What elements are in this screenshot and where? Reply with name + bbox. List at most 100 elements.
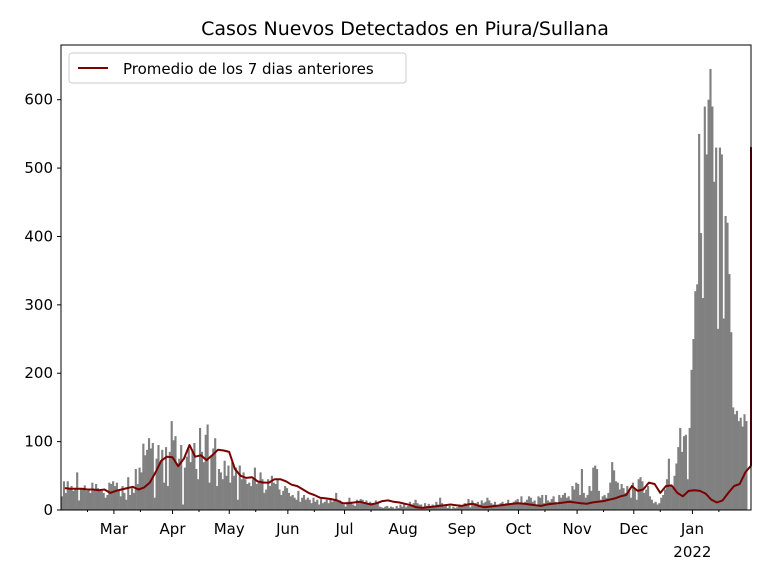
bar [675, 463, 678, 510]
bar [560, 497, 563, 510]
bar [301, 497, 304, 510]
bar [121, 486, 124, 510]
bar [527, 496, 531, 510]
bar [238, 465, 241, 510]
bar [369, 501, 372, 510]
bar [582, 492, 585, 510]
bar [684, 434, 687, 510]
bar [352, 504, 355, 510]
bar [193, 442, 196, 510]
bar [153, 497, 156, 510]
bar [208, 482, 211, 510]
bar [624, 492, 627, 510]
y-tick-label: 100 [24, 433, 53, 451]
bar [282, 490, 285, 510]
line-series [64, 146, 752, 509]
average-line [64, 146, 752, 509]
bar [319, 499, 323, 510]
bar [448, 505, 451, 510]
bar [191, 451, 194, 511]
bar [274, 484, 277, 510]
bar [565, 497, 568, 510]
bar [641, 481, 644, 510]
bar [189, 462, 192, 510]
bar [401, 506, 404, 510]
bar [340, 503, 343, 510]
bar [741, 426, 744, 510]
bar [365, 500, 368, 510]
bar [166, 486, 169, 510]
bar [331, 501, 334, 510]
bar [178, 458, 181, 510]
bar [631, 482, 635, 510]
bar [318, 504, 321, 510]
bar [278, 489, 281, 510]
bar [295, 499, 298, 510]
bar [195, 468, 198, 510]
x-tick-label: May [214, 520, 245, 538]
bar [541, 494, 544, 510]
bar [380, 507, 383, 510]
bar [599, 499, 602, 510]
bar [170, 421, 173, 510]
bar [682, 436, 686, 510]
bar [607, 492, 610, 510]
bar [216, 486, 219, 510]
bar [123, 492, 126, 510]
bar [338, 500, 342, 510]
bar [664, 489, 667, 510]
bar [176, 463, 179, 510]
bar [522, 504, 525, 510]
bar [628, 490, 631, 510]
bar [164, 447, 168, 510]
y-tick-label: 0 [43, 501, 53, 519]
bar [437, 504, 440, 510]
bar [108, 482, 111, 510]
bar [200, 451, 204, 511]
bar [656, 504, 659, 510]
bar [217, 468, 221, 510]
bar-series [61, 68, 748, 511]
bar [346, 501, 349, 510]
x-tick-label: Sep [448, 520, 476, 538]
bar [537, 496, 540, 510]
bar [388, 507, 391, 510]
bar [414, 499, 417, 510]
bar [87, 489, 90, 510]
bar [272, 482, 275, 510]
bar [72, 490, 75, 510]
bar [469, 507, 472, 510]
bar [361, 499, 364, 510]
bar [221, 479, 224, 510]
bar [639, 477, 642, 510]
bar [314, 501, 317, 510]
bar [694, 291, 697, 510]
bar [410, 504, 413, 510]
bar [253, 467, 256, 510]
bar [257, 481, 260, 510]
bar [567, 496, 570, 510]
bar [119, 496, 122, 510]
bar [337, 501, 340, 510]
bar [250, 486, 253, 510]
bar [316, 499, 319, 510]
bar [68, 489, 71, 510]
bar [688, 427, 691, 510]
bar [478, 504, 481, 510]
bar [267, 479, 270, 510]
bar [142, 443, 145, 510]
legend: Promedio de los 7 dias anteriores [68, 52, 407, 84]
bar [707, 99, 710, 511]
bar [611, 462, 614, 510]
bar [299, 501, 302, 510]
bar [91, 482, 94, 510]
bar [285, 488, 289, 510]
bar [737, 421, 740, 510]
bar [544, 494, 548, 510]
bar [669, 486, 672, 510]
bar [495, 505, 498, 510]
bar [234, 467, 238, 510]
bar [304, 499, 307, 510]
bar [333, 499, 336, 510]
bar [514, 500, 517, 510]
